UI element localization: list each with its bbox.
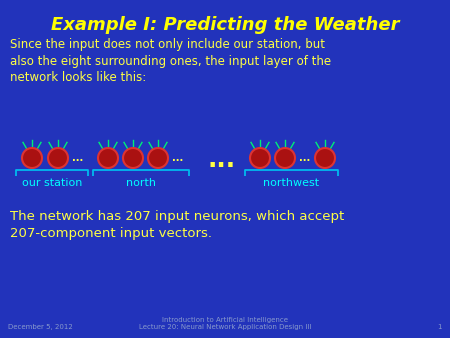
Text: our station: our station (22, 178, 82, 188)
Circle shape (22, 148, 42, 168)
Circle shape (148, 148, 168, 168)
Text: The network has 207 input neurons, which accept
207-component input vectors.: The network has 207 input neurons, which… (10, 210, 344, 240)
Text: northwest: northwest (263, 178, 320, 188)
Text: Example I: Predicting the Weather: Example I: Predicting the Weather (51, 16, 399, 34)
Text: ...: ... (172, 153, 184, 163)
Circle shape (123, 148, 143, 168)
Text: north: north (126, 178, 156, 188)
Circle shape (315, 148, 335, 168)
Text: ...: ... (72, 153, 84, 163)
Circle shape (275, 148, 295, 168)
Text: Since the input does not only include our station, but
also the eight surroundin: Since the input does not only include ou… (10, 38, 331, 84)
Text: ...: ... (208, 148, 236, 172)
Text: Introduction to Artificial Intelligence
Lecture 20: Neural Network Application D: Introduction to Artificial Intelligence … (139, 317, 311, 330)
Text: December 5, 2012: December 5, 2012 (8, 324, 73, 330)
Circle shape (250, 148, 270, 168)
Circle shape (48, 148, 68, 168)
Text: ...: ... (299, 153, 310, 163)
Text: 1: 1 (437, 324, 442, 330)
Circle shape (98, 148, 118, 168)
